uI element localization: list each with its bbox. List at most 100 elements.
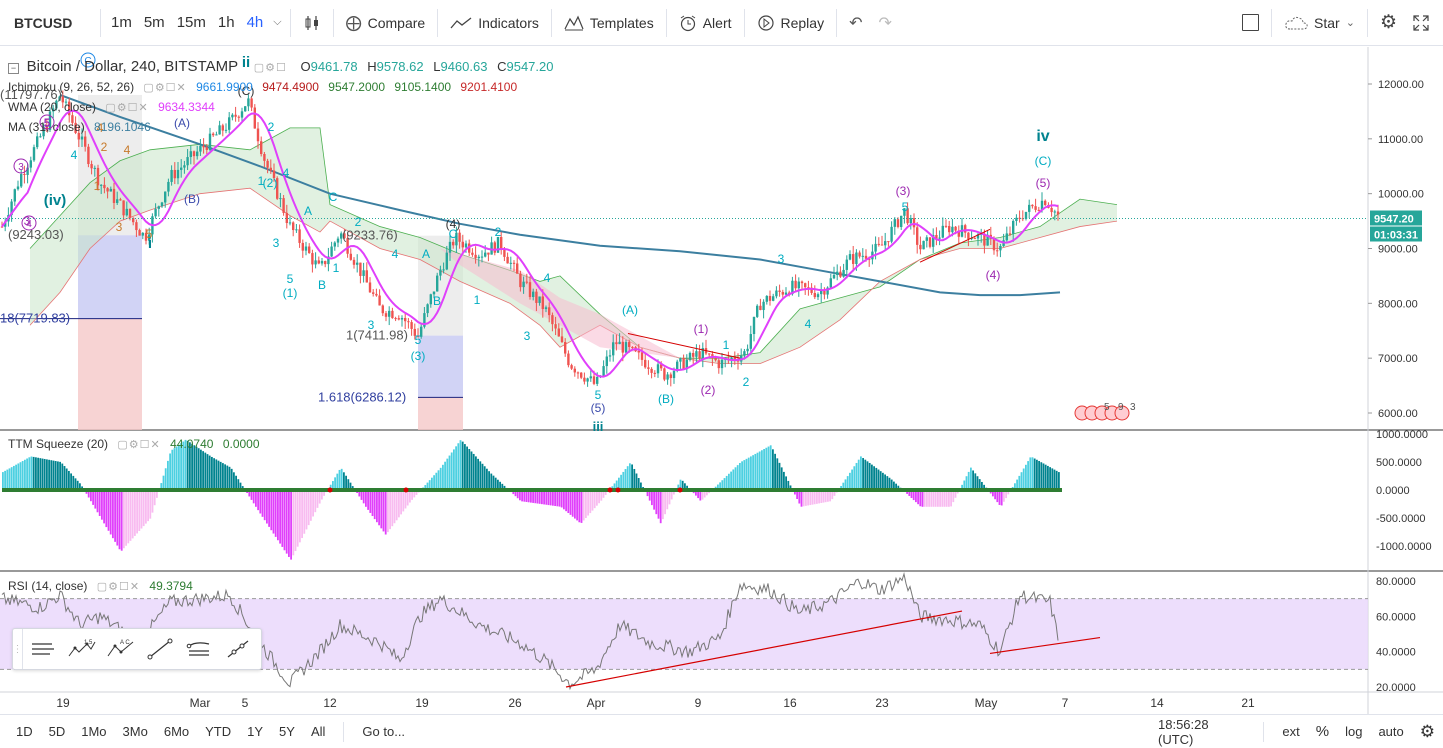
range-5y-button[interactable]: 5Y: [279, 724, 295, 739]
candle-body: [400, 317, 404, 320]
candle-body: [503, 249, 506, 257]
candle-body: [900, 215, 903, 227]
range-all-button[interactable]: All: [310, 724, 326, 739]
symbol-search-button[interactable]: BTCUSD: [14, 14, 73, 31]
drawing-toolbar[interactable]: ⋮ 1 5 A C: [12, 628, 262, 670]
range-6mo-button[interactable]: 6Mo: [163, 724, 190, 739]
range-3mo-button[interactable]: 3Mo: [122, 724, 148, 739]
candle-body: [269, 167, 272, 171]
range-1y-button[interactable]: 1Y: [247, 724, 264, 739]
fullscreen-button[interactable]: [1405, 0, 1443, 46]
ttm-histogram-bar: [28, 457, 31, 490]
extended-hours-toggle[interactable]: ext: [1282, 724, 1300, 739]
log-scale-toggle[interactable]: log: [1345, 724, 1363, 739]
ttm-histogram-bar: [138, 490, 141, 531]
candle-body: [832, 274, 836, 279]
countdown-label: 01:03:31: [1374, 229, 1418, 241]
ichimoku-legend[interactable]: Ichimoku (9, 26, 52, 26) ▢⚙☐✕ 9661.9900 …: [8, 80, 523, 94]
legend-action-icons[interactable]: ▢⚙☐✕: [105, 102, 149, 114]
alert-button[interactable]: Alert: [671, 0, 740, 46]
ttm-histogram-bar: [983, 484, 985, 490]
wave-abc-icon: A C: [107, 640, 133, 657]
ttm-histogram-bar: [261, 490, 264, 517]
ttm-histogram-bar: [200, 449, 202, 490]
ttm-histogram-bar: [202, 451, 204, 490]
ttm-histogram-bar: [303, 490, 306, 534]
interval-dropdown-chevron-icon[interactable]: ⌵: [273, 16, 282, 28]
ray-tool[interactable]: [218, 628, 257, 670]
candle-body: [324, 261, 327, 265]
undo-button[interactable]: ↶: [841, 0, 870, 46]
chart-style-button[interactable]: [295, 0, 329, 46]
parallel-channel-tool[interactable]: [179, 628, 218, 670]
drag-handle-icon[interactable]: ⋮: [13, 629, 23, 669]
candle-body: [336, 238, 340, 243]
collapse-legend-icon[interactable]: −: [8, 63, 19, 74]
elliott-impulse-tool[interactable]: 1 5: [62, 628, 101, 670]
ttm-histogram-bar: [758, 451, 761, 490]
rsi-legend[interactable]: RSI (14, close) ▢⚙☐✕ 49.3794: [8, 579, 199, 593]
candle-body: [778, 290, 781, 292]
chart-area[interactable]: 19 Mar 5 12 19 26 Apr 9 16 23 May 7 14 21 12000.00 1100…: [0, 47, 1443, 714]
star-button[interactable]: Star ⌄: [1276, 0, 1363, 46]
chart-canvas[interactable]: 19 Mar 5 12 19 26 Apr 9 16 23 May 7 14 2112000.001100…: [0, 47, 1443, 714]
settings-button[interactable]: ⚙: [1372, 0, 1405, 46]
candle-body: [304, 246, 308, 251]
interval-5m-button[interactable]: 5m: [143, 14, 165, 31]
candle-body: [474, 254, 477, 259]
fullscreen-layout-button[interactable]: [1234, 0, 1267, 46]
ttm-histogram-bar: [52, 460, 55, 490]
ttm-histogram-bar: [879, 471, 882, 490]
wma-legend[interactable]: WMA (20, close) ▢⚙☐✕ 9634.3344: [8, 100, 221, 114]
range-1mo-button[interactable]: 1Mo: [81, 724, 107, 739]
indicators-button[interactable]: Indicators: [442, 0, 547, 46]
interval-4h-button[interactable]: 4h: [246, 14, 264, 31]
ttm-histogram-bar: [651, 490, 653, 506]
ttm-legend[interactable]: TTM Squeeze (20) ▢⚙☐✕ 44.0740 0.0000: [8, 437, 266, 451]
price-axis-label: 11000.00: [1378, 134, 1423, 146]
replay-button[interactable]: Replay: [749, 0, 833, 46]
redo-button[interactable]: ↷: [871, 0, 900, 46]
legend-action-icons[interactable]: ▢⚙☐✕: [143, 82, 187, 94]
ttm-histogram-bar: [536, 490, 539, 504]
horizontal-lines-tool[interactable]: [23, 628, 62, 670]
percent-scale-toggle[interactable]: %: [1315, 723, 1330, 740]
elliott-abc-tool[interactable]: A C: [101, 628, 140, 670]
candle-body: [765, 295, 768, 302]
ttm-histogram-bar: [580, 490, 583, 523]
ttm-histogram-bar: [820, 490, 823, 503]
range-ytd-button[interactable]: YTD: [205, 724, 232, 739]
chart-settings-button[interactable]: ⚙: [1412, 722, 1443, 742]
trend-line-tool[interactable]: [140, 628, 179, 670]
candle-body: [80, 136, 84, 140]
candle-body: [768, 295, 772, 301]
candle-body: [672, 371, 676, 379]
interval-1h-button[interactable]: 1h: [217, 14, 235, 31]
goto-button[interactable]: Go to...: [362, 724, 406, 739]
auto-scale-toggle[interactable]: auto: [1378, 724, 1404, 739]
ttm-histogram-bar: [395, 490, 398, 521]
legend-action-icons[interactable]: ▢⚙☐✕: [96, 581, 141, 593]
utc-clock[interactable]: 18:56:28 (UTC): [1158, 716, 1209, 747]
ttm-histogram-bar: [30, 456, 33, 490]
interval-1m-button[interactable]: 1m: [111, 14, 132, 31]
ttm-histogram-bar: [961, 484, 963, 490]
rsi-line: [1, 572, 1059, 691]
compare-button[interactable]: ⨁ Compare: [338, 0, 434, 46]
legend-action-icons[interactable]: ▢⚙☐✕: [117, 439, 161, 451]
templates-button[interactable]: Templates: [556, 0, 662, 46]
ttm-histogram-bar: [1029, 457, 1032, 490]
wave-label: iii: [593, 419, 604, 434]
ttm-histogram-bar: [620, 474, 622, 490]
candle-body: [436, 275, 439, 292]
ttm-histogram-bar: [763, 449, 765, 490]
legend-action-icons[interactable]: ▢⚙☐: [253, 62, 287, 74]
range-1d-button[interactable]: 1D: [16, 724, 33, 739]
candle-body: [861, 255, 864, 257]
interval-15m-button[interactable]: 15m: [176, 14, 206, 31]
ttm-histogram-bar: [928, 490, 930, 507]
range-5d-button[interactable]: 5D: [48, 724, 66, 739]
candle-body: [167, 181, 170, 192]
ma-legend[interactable]: MA (31, close) 8196.1046: [8, 120, 157, 134]
ttm-histogram-bar: [523, 490, 526, 502]
